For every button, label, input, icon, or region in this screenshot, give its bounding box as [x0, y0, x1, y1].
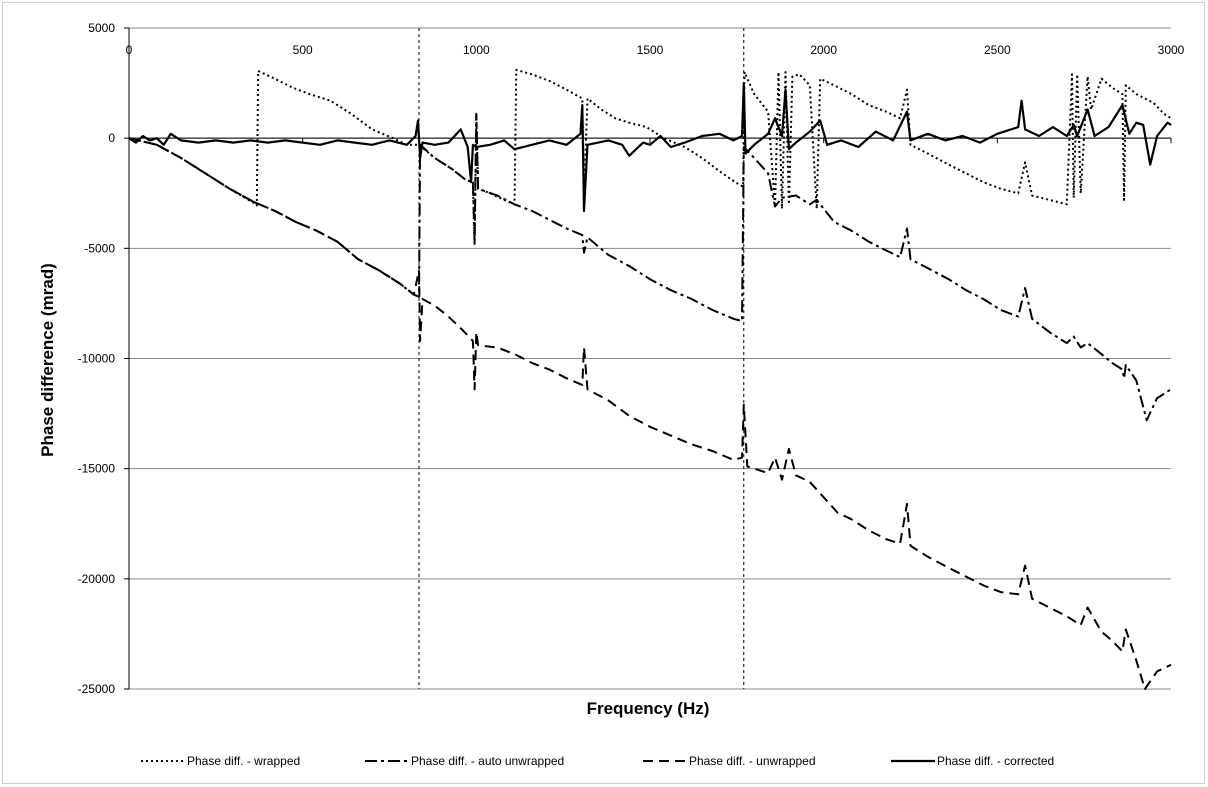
y-tick-label: -20000 — [78, 572, 116, 586]
y-tick-label: -15000 — [78, 462, 116, 476]
y-tick-label: -5000 — [84, 241, 115, 255]
series-line-solid — [128, 82, 1172, 212]
x-tick-label: 500 — [293, 43, 313, 57]
y-tick-label: -10000 — [78, 352, 116, 366]
phase-difference-chart: 5000 0 -5000 -10000 -15000 -20000 -25000 0 500 10… — [38, 21, 1185, 768]
x-tick-label: 2000 — [810, 43, 837, 57]
y-axis-title: Phase difference (mrad) — [38, 263, 57, 457]
tick-label-layer: 5000 0 -5000 -10000 -15000 -20000 -25000 0 500 10… — [78, 21, 1185, 696]
y-tick-label: 5000 — [88, 21, 115, 35]
legend-entry-label: Phase diff. - auto unwrapped — [411, 754, 564, 768]
legend-entry-label: Phase diff. - wrapped — [187, 754, 300, 768]
x-tick-label: 3000 — [1158, 43, 1185, 57]
legend: Phase diff. - wrapped Phase diff. - auto … — [141, 754, 1054, 768]
series-line-dash-dot — [128, 112, 1172, 422]
series-line-dashed — [128, 137, 1172, 690]
x-tick-label: 2500 — [984, 43, 1011, 57]
series-line-dotted — [128, 68, 1172, 245]
y-tick-label: -25000 — [78, 682, 116, 696]
legend-entry-label: Phase diff. - unwrapped — [689, 754, 816, 768]
x-tick-label: 1500 — [637, 43, 664, 57]
legend-entry-label: Phase diff. - corrected — [937, 754, 1054, 768]
x-tick-label: 1000 — [463, 43, 490, 57]
series-layer — [128, 68, 1172, 690]
y-tick-label: 0 — [108, 131, 115, 145]
axis-layer — [124, 27, 1172, 690]
x-tick-label: 0 — [126, 43, 133, 57]
x-axis-title: Frequency (Hz) — [587, 699, 710, 718]
